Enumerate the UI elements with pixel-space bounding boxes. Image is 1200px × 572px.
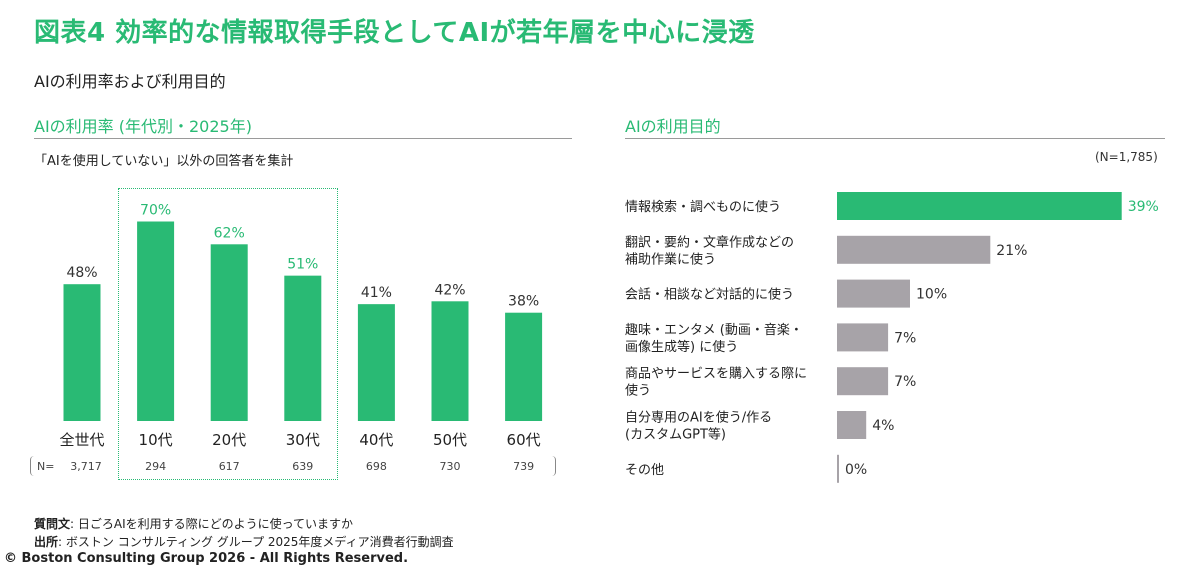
- usage-category-label: 全世代: [59, 431, 104, 449]
- purpose-category-label: 会話・相談など対話的に使う: [625, 287, 794, 303]
- usage-bar-1: [137, 221, 175, 421]
- usage-bar-5: [431, 301, 469, 421]
- footer-question-text: : 日ごろAIを利用する際にどのように使っていますか: [70, 517, 354, 531]
- sample-size-value: 617: [219, 460, 240, 473]
- purpose-bar-3: [837, 323, 889, 352]
- page-title: 図表4 効率的な情報取得手段としてAIが若年層を中心に浸透: [34, 18, 755, 48]
- youth-highlight-box: [118, 188, 338, 480]
- usage-bar-6: [505, 312, 543, 421]
- purpose-category-label: その他: [625, 463, 664, 478]
- usage-category-label: 40代: [359, 431, 393, 449]
- sample-size-value: 698: [366, 460, 387, 473]
- sample-size-value: 294: [145, 460, 166, 473]
- sample-size-value: 739: [513, 460, 534, 473]
- purpose-category-label: 情報検索・調べものに使う: [625, 199, 781, 215]
- purpose-value-label: 0%: [845, 462, 867, 478]
- sample-size-prefix: N=: [37, 460, 54, 473]
- footer-question-label: 質問文: [34, 517, 71, 531]
- left-chart-title: AIの利用率 (年代別・2025年): [34, 117, 252, 136]
- purpose-bar-5: [837, 411, 867, 439]
- purpose-category-label: 自分専用のAIを使う/作る: [625, 410, 772, 426]
- purpose-value-label: 4%: [872, 418, 894, 434]
- purpose-value-label: 39%: [1128, 199, 1159, 215]
- purpose-bar-2: [837, 279, 910, 308]
- purpose-value-label: 7%: [894, 374, 916, 390]
- usage-bar-4: [357, 304, 395, 421]
- usage-value-label: 70%: [140, 203, 171, 219]
- usage-bar-0: [63, 284, 101, 421]
- usage-bar-2: [210, 244, 248, 421]
- sample-size-value: 639: [292, 460, 313, 473]
- purpose-bar-6: [837, 454, 839, 483]
- usage-value-label: 38%: [508, 294, 539, 310]
- purpose-value-label: 7%: [894, 330, 916, 346]
- usage-value-label: 51%: [287, 257, 318, 273]
- left-chart-note: 「AIを使用していない」以外の回答者を集計: [34, 154, 294, 169]
- left-title-rule: [34, 138, 572, 139]
- purpose-category-label: (カスタムGPT等): [625, 427, 726, 443]
- usage-category-label: 30代: [286, 431, 320, 449]
- footer-source-label: 出所: [34, 535, 59, 549]
- usage-value-label: 48%: [66, 265, 97, 281]
- purpose-category-label: 画像生成等) に使う: [625, 339, 738, 355]
- purpose-value-label: 21%: [996, 243, 1027, 259]
- purpose-bar-1: [837, 235, 991, 264]
- right-chart-n-note: (N=1,785): [1095, 150, 1158, 164]
- purpose-value-label: 10%: [916, 287, 947, 303]
- page-subtitle: AIの利用率および利用目的: [34, 72, 226, 91]
- sample-size-bracket: [30, 456, 556, 476]
- purpose-category-label: 使う: [625, 383, 651, 399]
- purpose-category-label: 趣味・エンタメ (動画・音楽・: [625, 322, 803, 338]
- sample-size-value: 730: [440, 460, 461, 473]
- copyright: © Boston Consulting Group 2026 - All Rig…: [4, 551, 409, 566]
- footer-question: 質問文: 日ごろAIを利用する際にどのように使っていますか: [34, 515, 353, 532]
- usage-rate-chart: 48% 全世代 3,717 70% 10代 294 62% 20代 617 51% 30代 639 41…: [37, 203, 543, 473]
- usage-category-label: 50代: [433, 431, 467, 449]
- usage-category-label: 60代: [507, 431, 541, 449]
- usage-category-label: 20代: [212, 431, 246, 449]
- footer-source: 出所: ボストン コンサルティング グループ 2025年度メディア消費者行動調査: [34, 533, 454, 550]
- purpose-bar-0: [837, 192, 1122, 220]
- usage-value-label: 41%: [361, 285, 392, 301]
- purpose-category-label: 補助作業に使う: [625, 251, 716, 267]
- footer-source-text: : ボストン コンサルティング グループ 2025年度メディア消費者行動調査: [58, 535, 454, 549]
- sample-size-value: 3,717: [70, 460, 102, 473]
- purpose-category-label: 商品やサービスを購入する際に: [625, 367, 807, 382]
- usage-value-label: 62%: [214, 225, 245, 241]
- purpose-bar-4: [837, 367, 889, 396]
- right-chart-title: AIの利用目的: [625, 117, 721, 136]
- purpose-category-label: 翻訳・要約・文章作成などの: [625, 234, 794, 250]
- usage-bar-3: [284, 275, 322, 421]
- usage-value-label: 42%: [434, 282, 465, 298]
- usage-category-label: 10代: [139, 431, 173, 449]
- right-title-rule: [625, 138, 1165, 139]
